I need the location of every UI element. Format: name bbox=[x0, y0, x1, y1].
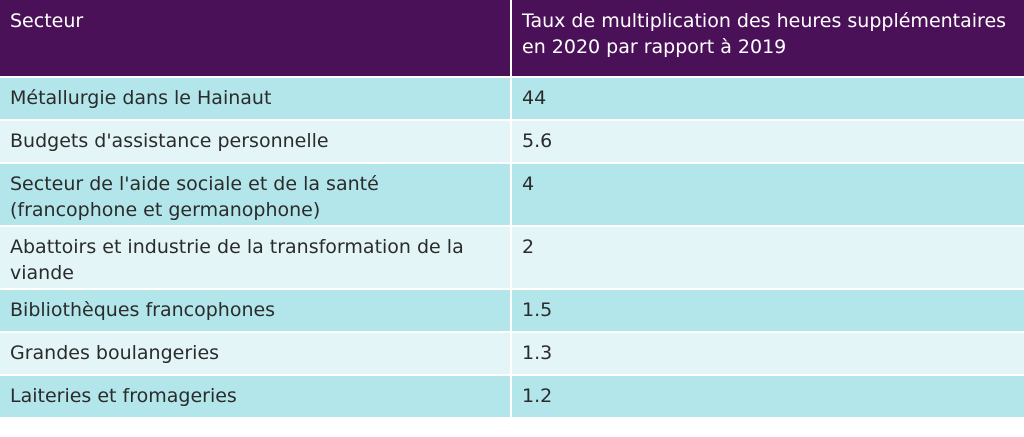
table-row: Secteur de l'aide sociale et de la santé… bbox=[0, 162, 1024, 225]
table-header-row: Secteur Taux de multiplication des heure… bbox=[0, 0, 1024, 76]
table-row: Métallurgie dans le Hainaut 44 bbox=[0, 76, 1024, 119]
header-multiplication-rate: Taux de multiplication des heures supplé… bbox=[510, 0, 1024, 76]
table-row: Bibliothèques francophones 1.5 bbox=[0, 288, 1024, 331]
table-row: Grandes boulangeries 1.3 bbox=[0, 331, 1024, 374]
rate-cell: 1.5 bbox=[510, 288, 1024, 331]
rate-cell: 5.6 bbox=[510, 119, 1024, 162]
rate-cell: 44 bbox=[510, 76, 1024, 119]
sector-cell: Abattoirs et industrie de la transformat… bbox=[0, 225, 510, 288]
sector-cell: Métallurgie dans le Hainaut bbox=[0, 76, 510, 119]
table-row: Abattoirs et industrie de la transformat… bbox=[0, 225, 1024, 288]
overtime-table: Secteur Taux de multiplication des heure… bbox=[0, 0, 1024, 417]
rate-cell: 2 bbox=[510, 225, 1024, 288]
header-sector: Secteur bbox=[0, 0, 510, 76]
sector-cell: Budgets d'assistance personnelle bbox=[0, 119, 510, 162]
rate-cell: 1.3 bbox=[510, 331, 1024, 374]
sector-cell: Grandes boulangeries bbox=[0, 331, 510, 374]
rate-cell: 1.2 bbox=[510, 374, 1024, 417]
sector-cell: Laiteries et fromageries bbox=[0, 374, 510, 417]
table-row: Laiteries et fromageries 1.2 bbox=[0, 374, 1024, 417]
rate-cell: 4 bbox=[510, 162, 1024, 225]
sector-cell: Secteur de l'aide sociale et de la santé… bbox=[0, 162, 510, 225]
sector-cell: Bibliothèques francophones bbox=[0, 288, 510, 331]
table-row: Budgets d'assistance personnelle 5.6 bbox=[0, 119, 1024, 162]
